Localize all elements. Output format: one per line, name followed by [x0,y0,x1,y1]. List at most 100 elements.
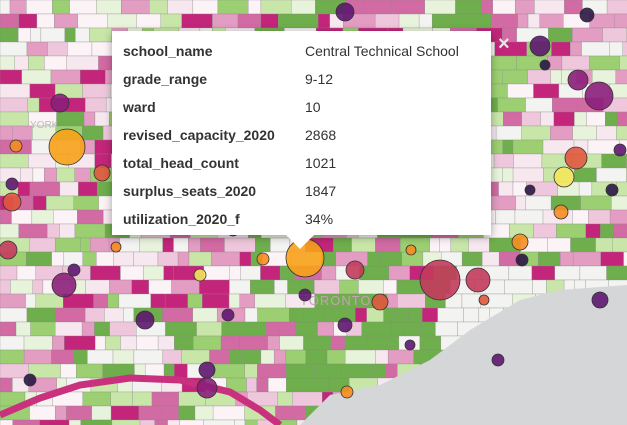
parcel[interactable] [0,97,28,113]
parcel[interactable] [606,265,627,281]
parcel[interactable] [109,279,132,295]
parcel[interactable] [30,27,42,43]
parcel[interactable] [572,251,601,267]
parcel[interactable] [0,153,29,169]
parcel[interactable] [52,0,70,15]
parcel[interactable] [286,363,315,379]
popup-close-button[interactable]: × [498,33,510,55]
parcel[interactable] [237,13,262,29]
parcel[interactable] [187,293,203,309]
parcel[interactable] [157,251,179,267]
parcel[interactable] [617,111,627,127]
parcel[interactable] [73,195,99,211]
parcel[interactable] [0,13,20,29]
parcel[interactable] [0,0,11,15]
parcel[interactable] [279,321,297,337]
parcel[interactable] [367,335,400,351]
parcel[interactable] [75,27,90,43]
parcel[interactable] [0,55,15,71]
parcel[interactable] [90,237,110,253]
parcel[interactable] [244,419,258,425]
parcel[interactable] [200,237,225,253]
parcel[interactable] [56,111,85,127]
parcel[interactable] [531,265,555,281]
parcel[interactable] [481,0,493,15]
parcel[interactable] [107,293,120,309]
parcel[interactable] [616,125,627,141]
school-marker[interactable] [511,233,529,251]
parcel[interactable] [0,83,31,99]
parcel[interactable] [615,69,627,85]
parcel[interactable] [40,27,66,43]
parcel[interactable] [437,307,464,323]
parcel[interactable] [83,111,96,127]
parcel[interactable] [110,391,133,407]
parcel[interactable] [323,307,356,323]
parcel[interactable] [502,139,514,155]
parcel[interactable] [177,251,190,267]
parcel[interactable] [375,349,389,365]
parcel[interactable] [73,349,88,365]
parcel[interactable] [157,335,175,351]
parcel[interactable] [0,307,28,323]
parcel[interactable] [119,237,140,253]
parcel[interactable] [44,55,67,71]
parcel[interactable] [278,13,306,29]
parcel[interactable] [239,335,268,351]
parcel[interactable] [274,279,288,295]
parcel[interactable] [16,265,36,281]
parcel[interactable] [50,69,81,85]
parcel[interactable] [193,335,222,351]
school-marker[interactable] [529,35,551,57]
school-marker[interactable] [93,164,111,182]
parcel[interactable] [66,55,99,71]
parcel[interactable] [39,419,70,425]
parcel[interactable] [91,405,112,421]
parcel[interactable] [585,223,601,239]
parcel[interactable] [613,223,627,239]
parcel[interactable] [136,13,161,29]
parcel[interactable] [51,251,65,267]
parcel[interactable] [244,307,258,323]
parcel[interactable] [31,209,54,225]
parcel[interactable] [385,363,398,379]
parcel[interactable] [256,377,269,393]
parcel[interactable] [46,195,74,211]
parcel[interactable] [538,251,561,267]
parcel[interactable] [113,251,134,267]
school-marker[interactable] [371,293,389,311]
parcel[interactable] [167,0,194,15]
school-marker[interactable] [491,353,505,367]
parcel[interactable] [512,139,544,155]
parcel[interactable] [570,41,582,57]
parcel[interactable] [514,209,544,225]
parcel[interactable] [74,223,106,239]
parcel[interactable] [0,321,17,337]
parcel[interactable] [367,251,382,267]
parcel[interactable] [164,293,188,309]
parcel[interactable] [303,335,331,351]
parcel[interactable] [23,335,53,351]
parcel[interactable] [248,0,262,15]
parcel[interactable] [174,363,188,379]
school-marker[interactable] [193,268,207,282]
parcel[interactable] [572,125,597,141]
parcel[interactable] [0,279,11,295]
parcel[interactable] [228,293,240,309]
school-marker[interactable] [50,93,70,113]
parcel[interactable] [32,279,44,295]
parcel[interactable] [192,0,219,15]
school-marker[interactable] [539,59,551,71]
parcel[interactable] [150,293,166,309]
parcel[interactable] [209,349,230,365]
parcel[interactable] [321,265,337,281]
parcel[interactable] [26,251,52,267]
parcel[interactable] [387,349,414,365]
parcel[interactable] [502,69,528,85]
school-marker[interactable] [9,139,23,153]
parcel[interactable] [18,27,31,43]
parcel[interactable] [26,41,48,57]
parcel[interactable] [461,251,483,267]
parcel[interactable] [151,391,179,407]
parcel[interactable] [418,13,433,29]
